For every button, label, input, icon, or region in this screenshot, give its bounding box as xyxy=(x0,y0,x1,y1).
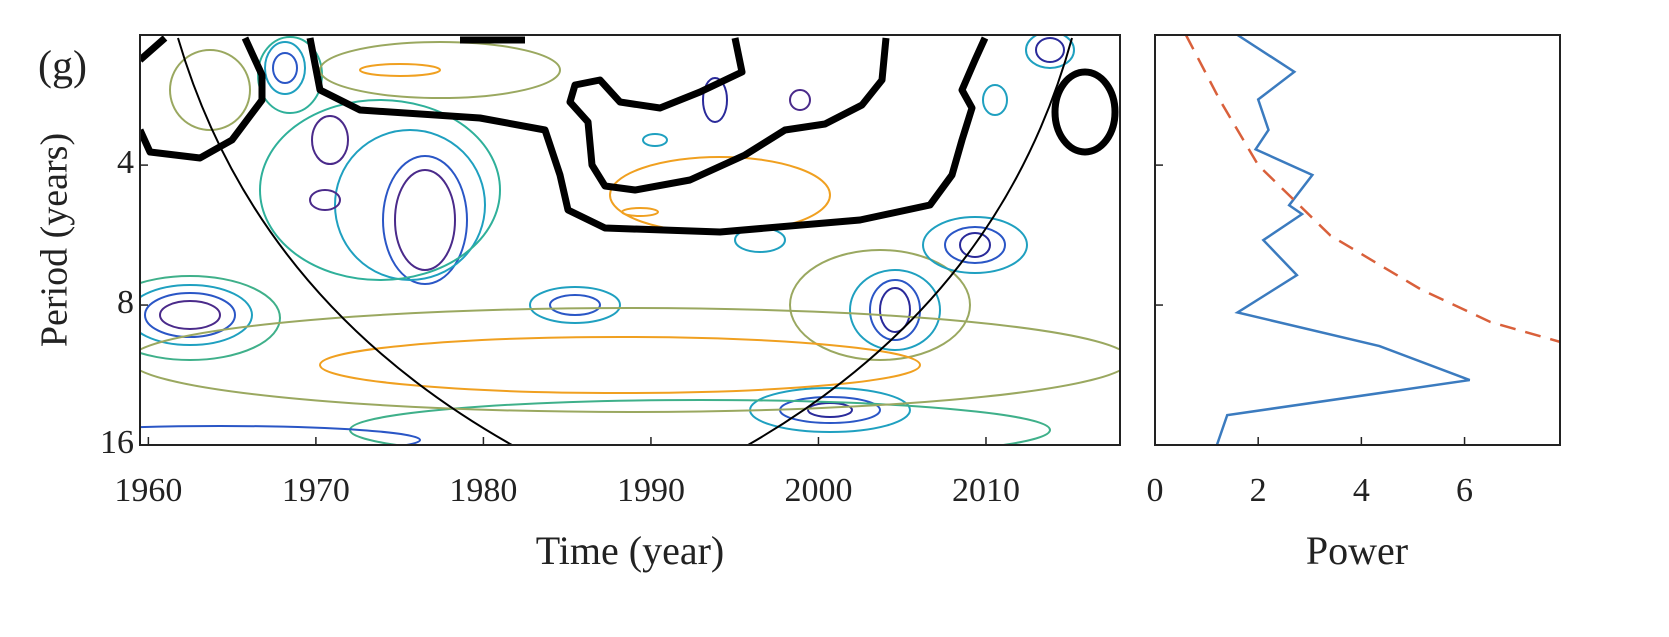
significance-contour xyxy=(566,37,890,194)
significance-contour xyxy=(1051,68,1119,156)
x-tick-label: 2000 xyxy=(784,472,852,509)
x-axis-label: Power xyxy=(1306,528,1408,573)
x-tick-label: 1960 xyxy=(114,472,182,509)
x-tick-label: 6 xyxy=(1456,472,1473,509)
contour-line xyxy=(319,336,921,394)
x-tick-label: 4 xyxy=(1353,472,1370,509)
panel-label: (g) xyxy=(38,44,87,90)
y-tick-label: 8 xyxy=(117,284,134,321)
significance-line xyxy=(1184,34,1561,344)
x-tick-label: 2 xyxy=(1250,472,1267,509)
plot-frame xyxy=(139,34,1121,446)
contour-line xyxy=(140,275,281,361)
contour-line xyxy=(144,292,236,338)
power-line xyxy=(1215,33,1471,446)
contour-line xyxy=(944,226,1006,264)
contour-line xyxy=(789,89,811,111)
contour-field xyxy=(140,35,1120,445)
contour-line xyxy=(382,155,468,285)
y-axis-label: Period (years) xyxy=(34,133,76,347)
x-tick-label: 1990 xyxy=(617,472,685,509)
contour-line xyxy=(159,300,221,330)
contour-line xyxy=(789,249,971,361)
contour-line xyxy=(879,287,911,333)
contour-line xyxy=(394,169,456,271)
contour-line xyxy=(529,286,621,324)
x-tick-label: 1970 xyxy=(282,472,350,509)
y-tick-label: 16 xyxy=(100,424,134,461)
plot-frame xyxy=(1154,34,1561,446)
contour-line xyxy=(1025,35,1075,69)
contour-line xyxy=(169,49,251,131)
significance-contour xyxy=(306,36,989,236)
x-tick-label: 2010 xyxy=(952,472,1020,509)
contour-line xyxy=(259,99,501,281)
contour-line xyxy=(140,284,253,346)
contour-line xyxy=(982,84,1008,116)
contour-line xyxy=(264,41,306,95)
contour-line xyxy=(319,41,561,99)
x-axis-label: Time (year) xyxy=(536,528,724,573)
contour-line xyxy=(140,425,421,445)
contour-line xyxy=(309,189,341,211)
contour-line xyxy=(702,77,728,123)
contour-line xyxy=(311,115,349,165)
contour-line xyxy=(359,63,441,77)
contour-line xyxy=(140,307,1120,413)
x-tick-label: 0 xyxy=(1147,472,1164,509)
contour-line xyxy=(549,294,601,316)
contour-line xyxy=(959,232,991,258)
cone-of-influence xyxy=(177,37,1073,445)
contour-line xyxy=(642,133,668,147)
x-tick-label: 1980 xyxy=(449,472,517,509)
y-tick-label: 4 xyxy=(117,144,134,181)
contour-line xyxy=(922,216,1028,274)
contour-line xyxy=(1035,37,1065,63)
contour-line xyxy=(807,402,853,418)
contour-line xyxy=(272,52,298,84)
significance-contour xyxy=(140,35,266,162)
contour-line xyxy=(334,129,486,281)
contour-line xyxy=(849,269,941,351)
contour-line xyxy=(621,207,659,217)
